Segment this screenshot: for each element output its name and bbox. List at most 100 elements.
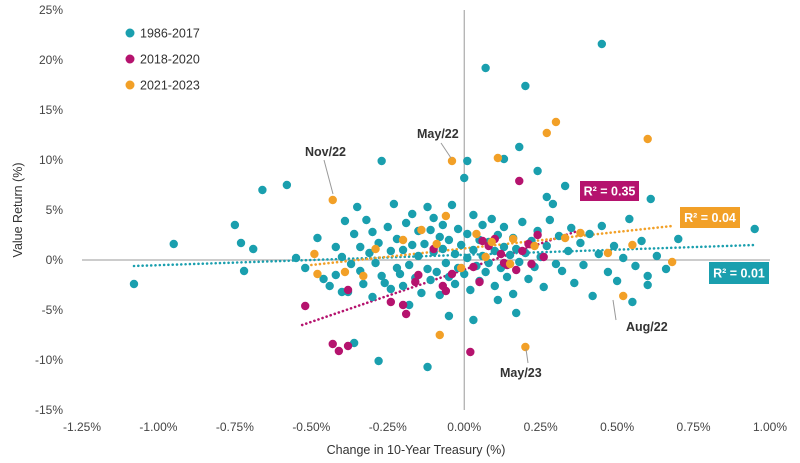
trendline-2018-2020 [300, 228, 582, 327]
point-1986-2017 [432, 267, 441, 277]
point-1986-2017 [563, 246, 573, 256]
point-1986-2017 [579, 260, 588, 270]
point-1986-2017 [331, 242, 340, 252]
point-1986-2017 [469, 210, 478, 220]
point-1986-2017 [438, 244, 448, 254]
point-1986-2017 [502, 272, 512, 282]
point-2021-2023 [432, 239, 441, 249]
point-1986-2017 [386, 246, 396, 256]
point-1986-2017 [337, 252, 347, 262]
legend: 1986-2017 2018-2020 2021-2023 [125, 27, 200, 93]
y-tick-label: 20% [39, 53, 63, 67]
point-1986-2017 [426, 275, 435, 285]
point-2018-2020 [301, 301, 310, 311]
point-1986-2017 [625, 214, 634, 224]
point-1986-2017 [353, 202, 362, 212]
point-1986-2017 [249, 244, 258, 254]
point-2018-2020 [478, 236, 487, 246]
point-1986-2017 [652, 251, 662, 261]
trendline-1986-2017 [132, 243, 757, 268]
point-1986-2017 [313, 233, 322, 243]
r2-labels: R² = 0.35 R² = 0.04 R² = 0.01 [580, 181, 769, 284]
point-1986-2017 [609, 241, 619, 251]
point-1986-2017 [463, 253, 472, 263]
point-2018-2020 [328, 339, 337, 349]
point-2018-2020 [527, 259, 536, 269]
point-1986-2017 [478, 220, 487, 230]
series-2021-2023 [310, 117, 677, 352]
r2-box-2018-2020 [580, 181, 639, 201]
point-2018-2020 [533, 230, 542, 240]
y-tick-label: 5% [46, 203, 64, 217]
point-1986-2017 [499, 222, 509, 232]
legend-label-2021-2023: 2021-2023 [140, 79, 200, 93]
point-1986-2017 [585, 229, 594, 239]
point-2018-2020 [411, 277, 420, 287]
annotations: Nov/22 May/22 Aug/22 May/23 [305, 127, 668, 380]
point-1986-2017 [460, 173, 469, 183]
point-1986-2017 [466, 285, 475, 295]
r2-label-2021-2023: R² = 0.04 [684, 211, 736, 225]
point-1986-2017 [386, 284, 396, 294]
point-1986-2017 [518, 217, 527, 227]
point-1986-2017 [545, 215, 555, 225]
point-1986-2017 [612, 276, 622, 286]
annotation-aug22: Aug/22 [626, 320, 668, 334]
annotation-may23: May/23 [500, 366, 542, 380]
point-1986-2017 [499, 242, 509, 252]
x-tick-label: -0.25% [369, 420, 407, 434]
point-2021-2023 [447, 156, 457, 166]
r2-label-2018-2020: R² = 0.35 [584, 185, 636, 199]
point-1986-2017 [325, 281, 334, 291]
point-1986-2017 [597, 221, 607, 231]
point-2021-2023 [310, 249, 319, 259]
point-1986-2017 [524, 274, 533, 284]
point-1986-2017 [417, 288, 426, 298]
point-1986-2017 [404, 300, 414, 310]
axes [82, 10, 770, 410]
point-1986-2017 [438, 220, 448, 230]
tick-labels: -1.25% -1.00% -0.75% -0.50% -0.25% 0.00% 0.25%… [35, 3, 787, 434]
series-1986-2017 [129, 39, 759, 372]
point-1986-2017 [508, 289, 518, 299]
point-2021-2023 [667, 257, 677, 267]
point-2021-2023 [603, 248, 613, 258]
r2-box-2021-2023 [680, 207, 740, 228]
point-1986-2017 [512, 308, 521, 318]
trendlines [132, 224, 757, 327]
point-2021-2023 [542, 128, 551, 138]
point-1986-2017 [129, 279, 139, 289]
point-2021-2023 [481, 252, 490, 262]
point-1986-2017 [661, 264, 671, 274]
point-2021-2023 [472, 229, 481, 239]
legend-marker-2021-2023 [125, 80, 135, 90]
point-1986-2017 [258, 185, 267, 195]
point-1986-2017 [169, 239, 178, 249]
legend-marker-2018-2020 [125, 54, 135, 64]
point-1986-2017 [643, 280, 652, 290]
point-2021-2023 [313, 269, 322, 279]
point-1986-2017 [542, 192, 551, 202]
point-1986-2017 [515, 257, 524, 267]
point-1986-2017 [349, 229, 359, 239]
r2-label-1986-2017: R² = 0.01 [713, 267, 765, 281]
point-1986-2017 [395, 269, 405, 279]
point-2021-2023 [508, 234, 518, 244]
x-tick-label: -1.00% [139, 420, 177, 434]
point-1986-2017 [444, 311, 454, 321]
point-2021-2023 [628, 240, 637, 250]
point-1986-2017 [643, 271, 652, 281]
point-1986-2017 [597, 39, 607, 49]
point-1986-2017 [481, 267, 490, 277]
point-2021-2023 [530, 241, 539, 251]
point-2021-2023 [456, 263, 466, 273]
leader-aug22 [612, 299, 617, 321]
y-tick-label: -10% [35, 353, 63, 367]
point-1986-2017 [319, 274, 328, 284]
point-2021-2023 [493, 153, 503, 163]
point-2021-2023 [619, 291, 628, 301]
point-1986-2017 [637, 236, 646, 246]
point-1986-2017 [588, 291, 597, 301]
x-tick-label: -1.25% [63, 420, 101, 434]
point-1986-2017 [481, 63, 490, 73]
